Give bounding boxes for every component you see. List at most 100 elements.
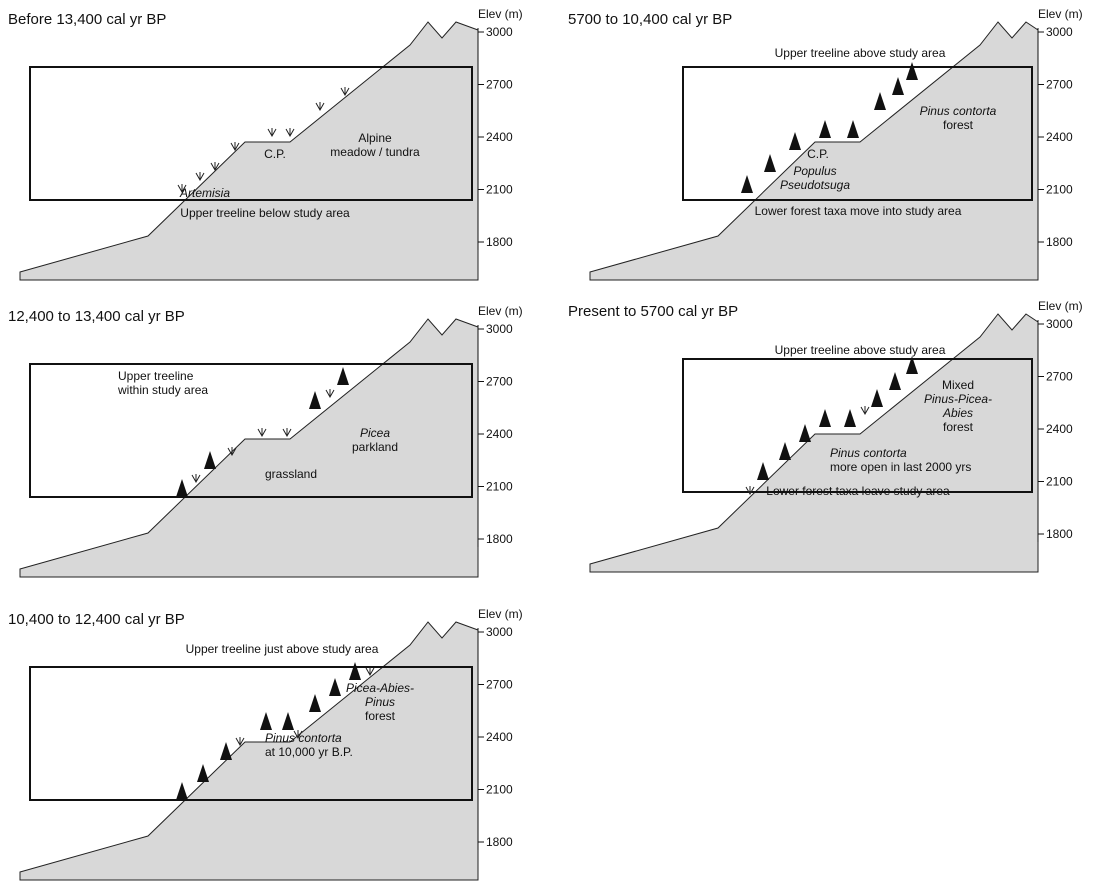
tree	[197, 764, 209, 782]
annotation: Upper treeline above study area	[775, 46, 946, 60]
annotation: Upper treeline	[118, 369, 194, 383]
terrain	[589, 21, 1039, 281]
grass-tuft	[230, 142, 240, 152]
tree	[799, 424, 811, 442]
tree	[757, 462, 769, 480]
panel-title: Before 13,400 cal yr BP	[8, 11, 166, 28]
grass-tuft	[177, 184, 187, 194]
tree	[819, 409, 831, 427]
terrain	[19, 21, 479, 281]
grass-tuft	[293, 730, 303, 740]
tree	[204, 451, 216, 469]
annotation: meadow / tundra	[330, 145, 420, 159]
grass-tuft	[285, 128, 295, 138]
grass-tuft	[325, 389, 335, 399]
tick-label: 2100	[486, 480, 513, 494]
tick-label: 3000	[1046, 317, 1073, 331]
grass-tuft	[365, 667, 375, 677]
grass-tuft	[191, 474, 201, 484]
annotation: forest	[943, 420, 974, 434]
tick-label: 3000	[486, 625, 513, 639]
tick-label: 2100	[1046, 183, 1073, 197]
annotation: C.P.	[807, 147, 829, 161]
annotation: Lower forest taxa leave study area	[766, 484, 950, 498]
tree	[889, 372, 901, 390]
tree	[309, 694, 321, 712]
panel: Before 13,400 cal yr BP Elev (m) 3000 2700 2…	[8, 7, 523, 281]
tree	[789, 132, 801, 150]
grass-tuft	[315, 102, 325, 112]
tick-label: 3000	[1046, 25, 1073, 39]
annotation: Upper treeline above study area	[775, 343, 946, 357]
study-area-box	[682, 66, 1033, 201]
grass-tuft	[282, 428, 292, 438]
tree	[847, 120, 859, 138]
tree	[329, 678, 341, 696]
tick-label: 2400	[1046, 422, 1073, 436]
annotation: Pseudotsuga	[780, 178, 850, 192]
annotation: Lower forest taxa move into study area	[755, 204, 962, 218]
annotation: forest	[365, 709, 396, 723]
axis-label: Elev (m)	[1038, 299, 1083, 313]
tick-label: 2700	[486, 678, 513, 692]
tree	[176, 479, 188, 497]
annotation: Pinus contorta	[265, 731, 342, 745]
grass-tuft	[195, 172, 205, 182]
tree	[874, 92, 886, 110]
study-area-box	[29, 66, 473, 201]
tree	[819, 120, 831, 138]
annotation: Populus	[793, 164, 836, 178]
terrain	[19, 621, 479, 881]
tree	[337, 367, 349, 385]
panel-title: Present to 5700 cal yr BP	[568, 303, 738, 320]
axis-label: Elev (m)	[478, 607, 523, 621]
annotation: Upper treeline below study area	[180, 206, 350, 220]
tick-label: 2700	[486, 78, 513, 92]
tick-label: 2100	[486, 783, 513, 797]
grass-tuft	[227, 447, 237, 457]
tick-label: 2400	[486, 427, 513, 441]
tick-label: 1800	[486, 835, 513, 849]
grass-tuft	[267, 128, 277, 138]
annotation: Picea-Abies-	[346, 681, 414, 695]
tick-label: 2100	[486, 183, 513, 197]
tree	[220, 742, 232, 760]
axis-label: Elev (m)	[1038, 7, 1083, 21]
annotation: more open in last 2000 yrs	[830, 460, 971, 474]
axis-label: Elev (m)	[478, 304, 523, 318]
tree	[176, 782, 188, 800]
annotation: parkland	[352, 440, 398, 454]
grass-tuft	[860, 406, 870, 416]
annotation: Abies	[942, 406, 973, 420]
tree	[871, 389, 883, 407]
tree	[906, 62, 918, 80]
tree	[260, 712, 272, 730]
tick-label: 2100	[1046, 475, 1073, 489]
tree	[906, 356, 918, 374]
tick-label: 2700	[1046, 370, 1073, 384]
annotation: within study area	[117, 383, 208, 397]
panel: 10,400 to 12,400 cal yr BP Elev (m) 3000 27…	[8, 607, 523, 881]
tick-label: 1800	[1046, 235, 1073, 249]
annotation: Upper treeline just above study area	[186, 642, 379, 656]
annotation: grassland	[265, 467, 317, 481]
panel: Present to 5700 cal yr BP Elev (m) 3000 270…	[568, 299, 1083, 573]
terrain	[589, 313, 1039, 573]
panel-title: 12,400 to 13,400 cal yr BP	[8, 308, 185, 325]
panel-title: 10,400 to 12,400 cal yr BP	[8, 611, 185, 628]
annotation: Mixed	[942, 378, 974, 392]
tick-label: 2400	[486, 130, 513, 144]
grass-tuft	[235, 737, 245, 747]
tick-label: 2400	[486, 730, 513, 744]
annotation: Pinus contorta	[920, 104, 997, 118]
tree	[741, 175, 753, 193]
tick-label: 2700	[1046, 78, 1073, 92]
annotation: Pinus contorta	[830, 446, 907, 460]
study-area-box	[29, 363, 473, 498]
grass-tuft	[210, 162, 220, 172]
tick-label: 2700	[486, 375, 513, 389]
tree	[779, 442, 791, 460]
panel: 12,400 to 13,400 cal yr BP Elev (m) 3000 27…	[8, 304, 523, 578]
tick-label: 1800	[486, 532, 513, 546]
